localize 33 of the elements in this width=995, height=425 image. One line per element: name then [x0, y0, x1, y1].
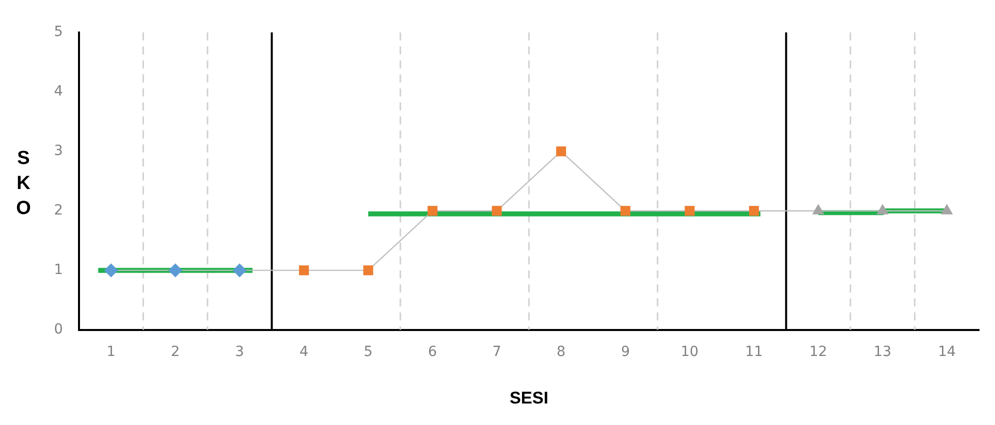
x-tick-label: 8	[556, 344, 566, 360]
y-tick-label: 1	[54, 262, 63, 278]
y-tick-label: 5	[54, 24, 63, 40]
y-axis-title: SKO	[12, 148, 34, 223]
point	[684, 206, 695, 216]
point	[620, 206, 630, 216]
y-tick-label: 3	[54, 143, 63, 159]
point	[428, 206, 438, 216]
x-tick-label: 1	[106, 344, 116, 360]
y-tick-label: 0	[54, 321, 63, 338]
x-tick-label: 6	[428, 344, 438, 360]
point	[298, 265, 309, 276]
x-tick-label: 10	[680, 344, 699, 360]
point	[232, 263, 247, 278]
x-tick-label: 11	[745, 344, 763, 360]
point	[492, 206, 502, 216]
point	[363, 265, 374, 276]
x-tick-label: 4	[299, 344, 308, 360]
point	[749, 206, 759, 216]
point	[168, 263, 182, 278]
y-tick-label: 4	[54, 84, 63, 100]
x-tick-label: 13	[874, 344, 892, 360]
point	[556, 146, 566, 156]
x-tick-label: 7	[492, 344, 502, 360]
x-axis-title: SESI	[510, 388, 548, 408]
x-tick-label: 3	[235, 344, 244, 360]
x-tick-label: 12	[809, 344, 828, 360]
point	[104, 263, 118, 278]
y-tick-label: 2	[54, 202, 63, 218]
x-tick-label: 2	[170, 344, 180, 360]
x-tick-label: 14	[938, 344, 956, 360]
x-tick-label: 9	[620, 344, 630, 360]
x-tick-label: 5	[364, 344, 373, 360]
